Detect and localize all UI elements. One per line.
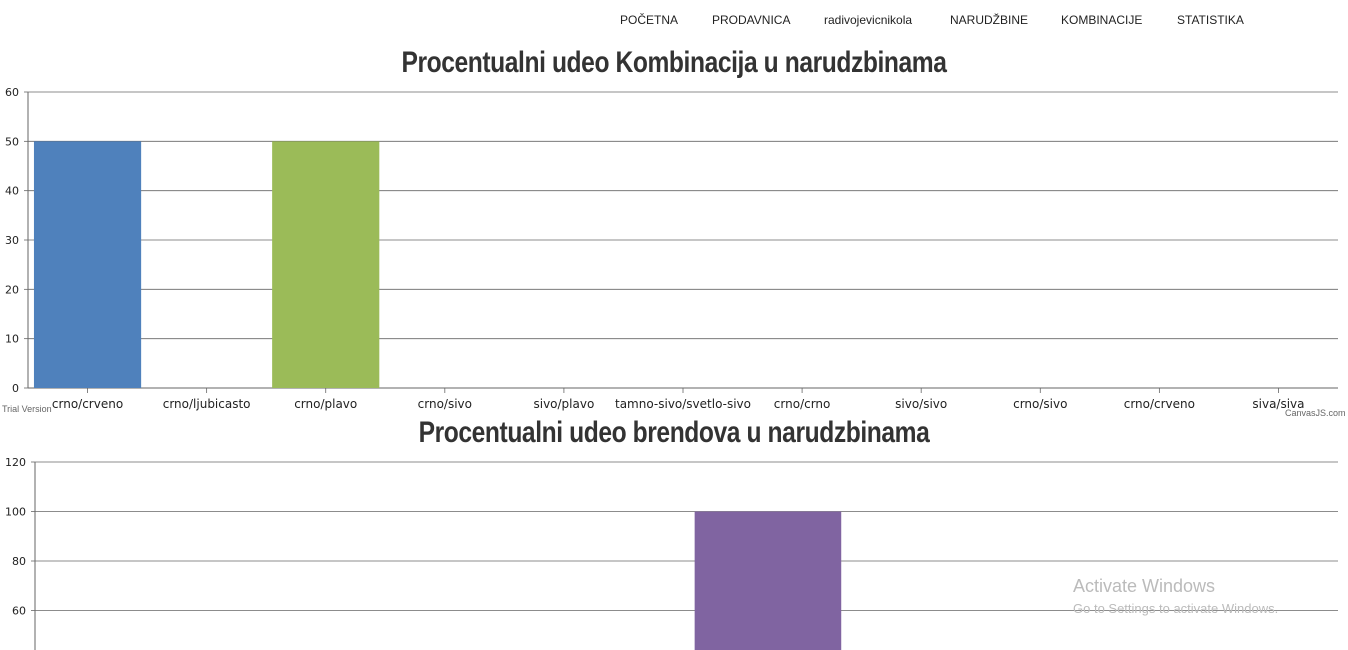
c1-bar-2: [272, 141, 379, 388]
top-navigation: POČETNA PRODAVNICA radivojevicnikola NAR…: [0, 0, 1348, 40]
nav-statistika[interactable]: STATISTIKA: [1177, 13, 1244, 27]
activate-windows-subtitle: Go to Settings to activate Windows.: [1073, 601, 1278, 616]
nav-user-account[interactable]: radivojevicnikola: [824, 13, 912, 27]
c2-bar-4: [695, 512, 842, 650]
c1-ytick-label-5: 50: [5, 135, 19, 148]
c1-ytick-label-1: 10: [5, 333, 19, 346]
c1-ytick-label-2: 20: [5, 283, 19, 296]
c2-ytick-label-2: 100: [5, 506, 26, 519]
c1-ytick-label-0: 0: [12, 382, 19, 395]
c1-xtick-label-5: tamno-sivo/svetlo-sivo: [615, 397, 751, 411]
c1-xtick-label-8: crno/sivo: [1013, 397, 1067, 411]
brands-bar-chart: 60 80 100 120: [0, 450, 1348, 650]
canvasjs-credit[interactable]: CanvasJS.com: [1285, 408, 1346, 418]
c1-xtick-label-9: crno/crveno: [1124, 397, 1195, 411]
c2-ytick-label-3: 120: [5, 456, 26, 469]
chart2-title: Procentualni udeo brendova u narudzbinam…: [121, 416, 1226, 450]
c1-xtick-label-6: crno/crno: [774, 397, 831, 411]
c1-ytick-label-4: 40: [5, 185, 19, 198]
c2-ytick-label-0: 60: [12, 605, 26, 618]
c1-bar-0: [34, 141, 141, 388]
c1-xtick-label-4: sivo/plavo: [533, 397, 594, 411]
c2-ytick-label-1: 80: [12, 555, 26, 568]
combinations-bar-chart: 0 10 20 30 40 50 60 crno/crveno crno/ljubicasto c…: [0, 80, 1348, 410]
nav-narudzbine[interactable]: NARUDŽBINE: [950, 13, 1028, 27]
nav-kombinacije[interactable]: KOMBINACIJE: [1061, 13, 1142, 27]
c1-xtick-label-1: crno/ljubicasto: [163, 397, 251, 411]
c1-xtick-label-7: sivo/sivo: [895, 397, 947, 411]
activate-windows-title: Activate Windows: [1073, 576, 1215, 597]
nav-pocetna[interactable]: POČETNA: [620, 13, 678, 27]
trial-version-credit: Trial Version: [2, 404, 52, 414]
c1-ytick-label-6: 60: [5, 86, 19, 99]
c1-xtick-label-2: crno/plavo: [294, 397, 357, 411]
chart1-title: Procentualni udeo Kombinacija u narudzbi…: [121, 46, 1226, 80]
c1-xtick-label-3: crno/sivo: [418, 397, 472, 411]
nav-prodavnica[interactable]: PRODAVNICA: [712, 13, 790, 27]
c1-ytick-label-3: 30: [5, 234, 19, 247]
c1-xtick-label-0: crno/crveno: [52, 397, 123, 411]
